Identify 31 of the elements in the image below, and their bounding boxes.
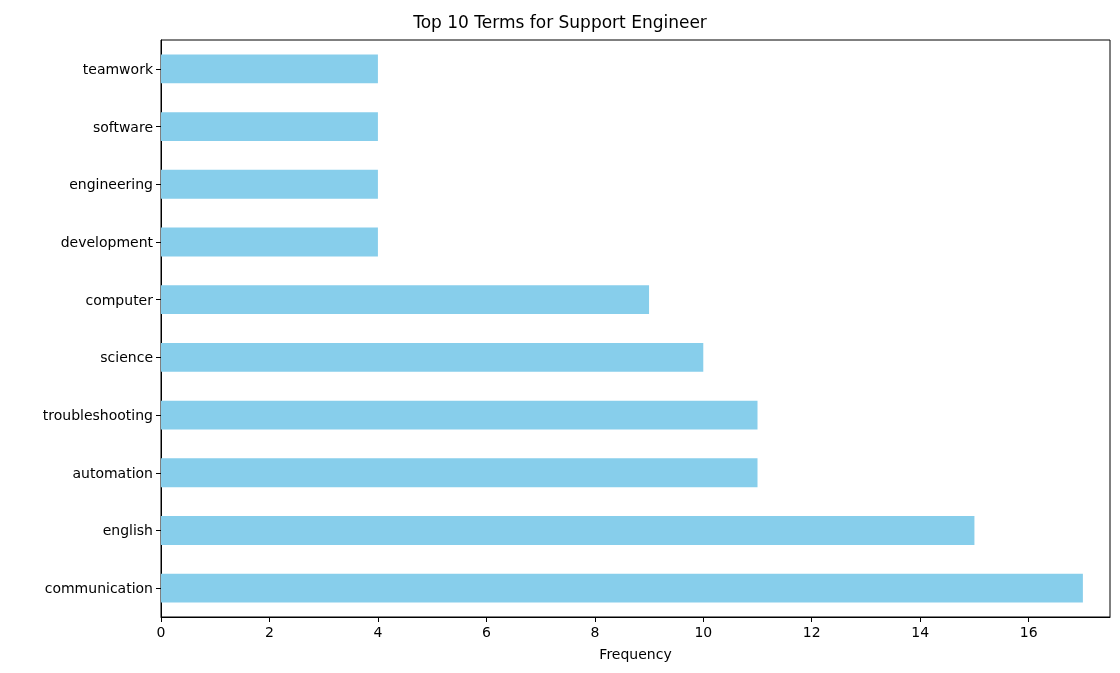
y-tick-label: automation [72, 464, 153, 481]
y-tick-label: software [92, 118, 153, 135]
x-tick-label: 12 [802, 624, 821, 640]
bar [161, 573, 1083, 603]
y-tick-label: english [102, 522, 153, 539]
bar [161, 342, 704, 372]
x-tick-label: 8 [590, 624, 600, 640]
y-tick-label: teamwork [82, 60, 154, 77]
bar [161, 169, 378, 199]
x-tick-label: 2 [265, 624, 274, 640]
x-axis-title: Frequency [599, 646, 672, 662]
bar [161, 112, 378, 141]
x-tick-label: 6 [481, 624, 491, 640]
x-tick-label: 4 [373, 624, 383, 640]
chart-title: Top 10 Terms for Support Engineer [412, 11, 707, 32]
bar [161, 54, 378, 84]
y-tick-label: computer [85, 291, 154, 308]
y-tick-label: communication [44, 580, 153, 597]
y-tick-label: development [60, 233, 154, 250]
x-tick-label: 14 [911, 624, 930, 640]
x-tick-label: 16 [1019, 624, 1038, 640]
x-tick-label: 10 [694, 624, 713, 640]
bar [161, 227, 378, 257]
y-tick-label: troubleshooting [42, 407, 153, 424]
y-tick-label: engineering [69, 176, 153, 193]
bar [161, 516, 975, 545]
bar [161, 400, 758, 430]
y-tick-label: science [100, 349, 153, 366]
bar [161, 458, 758, 488]
x-tick-label: 0 [156, 624, 166, 640]
bar [161, 285, 650, 315]
